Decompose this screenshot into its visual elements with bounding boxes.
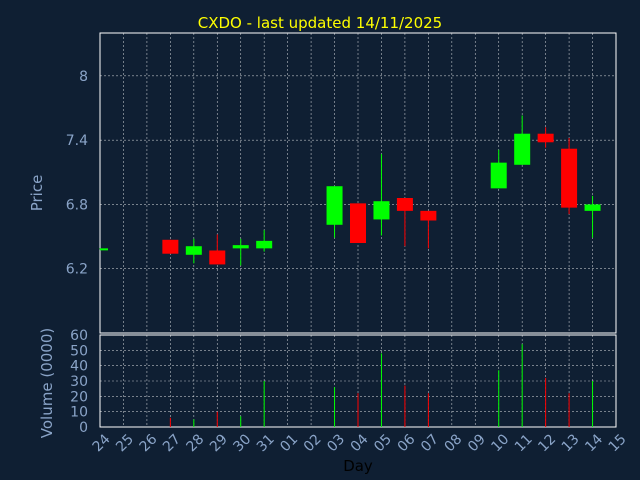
candle-body xyxy=(490,162,507,189)
x-tick-label: 11 xyxy=(512,431,536,455)
volume-tick-label: 40 xyxy=(70,359,88,375)
volume-axis-label: Volume (0000) xyxy=(38,328,56,438)
volume-tick-label: 0 xyxy=(79,420,88,436)
x-tick-label: 24 xyxy=(90,431,114,455)
volume-tick-label: 20 xyxy=(70,389,88,405)
candle-body xyxy=(350,203,366,243)
candle-body xyxy=(185,246,202,255)
x-tick-label: 26 xyxy=(137,431,161,455)
x-tick-label: 29 xyxy=(207,431,231,455)
candle-body xyxy=(396,198,413,211)
x-tick-label: 04 xyxy=(348,431,372,455)
candle-body xyxy=(100,248,108,251)
x-tick-label: 25 xyxy=(113,431,137,455)
price-tick-label: 6.8 xyxy=(66,197,88,213)
x-tick-label: 31 xyxy=(254,431,278,455)
x-tick-label: 30 xyxy=(230,431,254,455)
volume-tick-label: 60 xyxy=(70,328,88,344)
price-tick-label: 6.2 xyxy=(66,262,88,278)
x-tick-label: 08 xyxy=(442,431,466,455)
x-tick-label: 10 xyxy=(488,431,512,455)
x-tick-label: 27 xyxy=(160,431,184,455)
x-tick-label: 03 xyxy=(324,431,348,455)
x-tick-label: 15 xyxy=(606,431,630,455)
candle-body xyxy=(326,186,343,225)
x-tick-label: 13 xyxy=(559,431,583,455)
candle-body xyxy=(373,201,390,220)
candle-body xyxy=(561,148,578,208)
candle-body xyxy=(584,204,601,211)
price-tick-label: 8 xyxy=(79,69,88,85)
candle-body xyxy=(162,239,179,254)
volume-tick-label: 30 xyxy=(70,374,88,390)
volume-tick-label: 10 xyxy=(70,405,88,421)
candle-body xyxy=(209,250,226,265)
candle-body xyxy=(232,245,249,249)
x-tick-label: 05 xyxy=(371,431,395,455)
x-axis-label: Day xyxy=(343,457,373,475)
x-tick-label: 28 xyxy=(184,431,208,455)
price-tick-label: 7.4 xyxy=(66,133,88,149)
x-tick-label: 06 xyxy=(395,431,419,455)
x-tick-label: 09 xyxy=(465,431,489,455)
price-axis-label: Price xyxy=(28,175,46,212)
chart-title: CXDO - last updated 14/11/2025 xyxy=(197,14,443,32)
x-tick-label: 02 xyxy=(301,431,325,455)
x-tick-label: 07 xyxy=(418,431,442,455)
candle-body xyxy=(514,133,531,165)
candle-body xyxy=(537,133,554,143)
candle-body xyxy=(420,210,437,221)
volume-tick-label: 50 xyxy=(70,343,88,359)
candle-body xyxy=(256,240,273,249)
x-tick-label: 01 xyxy=(277,431,301,455)
x-tick-label: 14 xyxy=(582,431,606,455)
x-tick-label: 12 xyxy=(535,431,559,455)
